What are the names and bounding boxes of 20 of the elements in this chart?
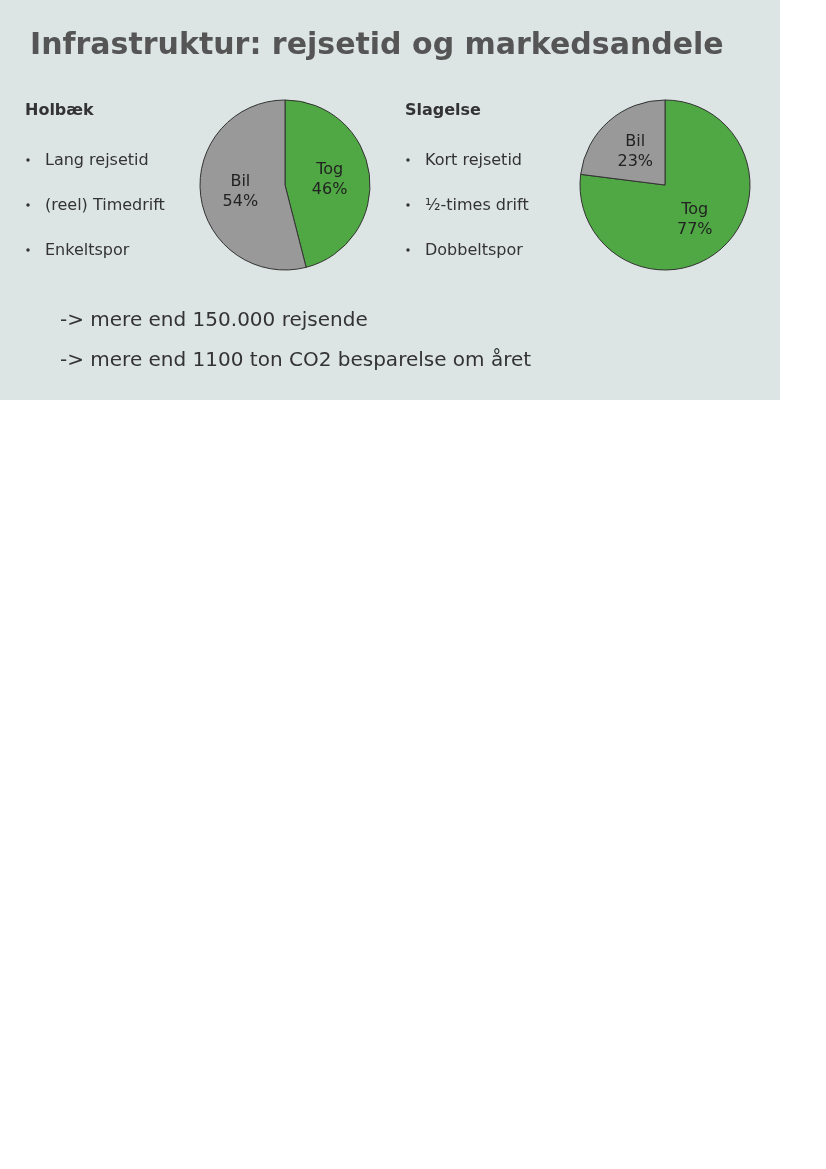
pie-slice — [579, 99, 751, 271]
text: Lang rejsetid — [45, 150, 149, 169]
text: Slagelse — [405, 100, 482, 119]
text: -> mere end 150.000 rejsende — [60, 307, 368, 331]
text: Kort rejsetid — [425, 150, 522, 169]
text: (reel) Timedrift — [45, 195, 165, 214]
slice-label: Tog — [680, 198, 709, 218]
data-label: 77% — [676, 218, 713, 238]
text: -> mere end 1100 ton CO2 besparelse om året — [60, 347, 532, 371]
slice-label: Bil — [230, 170, 251, 190]
text: Infrastruktur: rejsetid og markedsandele — [30, 26, 724, 61]
data-label: 54% — [222, 190, 259, 210]
text: Holbæk — [25, 100, 95, 119]
slice-label: Bil — [625, 131, 646, 151]
text: ½-times drift — [425, 195, 529, 214]
text: Enkeltspor — [45, 240, 130, 259]
data-label: 23% — [617, 151, 654, 171]
slice-label: Tog — [315, 159, 344, 179]
text: Dobbeltspor — [425, 240, 524, 259]
data-label: 46% — [311, 179, 348, 199]
